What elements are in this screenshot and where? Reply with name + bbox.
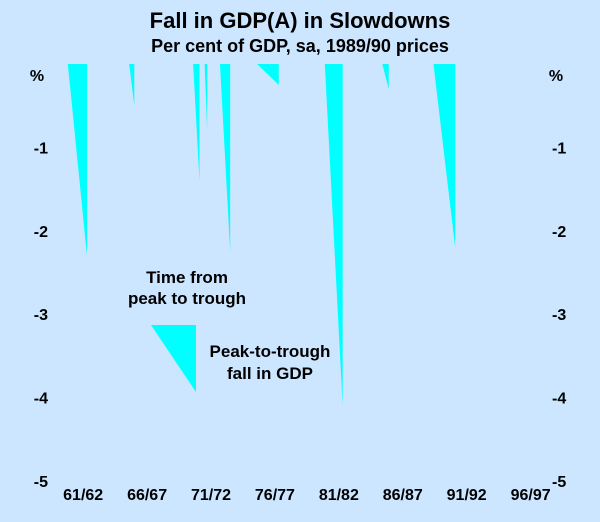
series-group	[67, 64, 456, 406]
y-tick-label-right: -1	[552, 140, 566, 157]
chart-subtitle: Per cent of GDP, sa, 1989/90 prices	[151, 36, 449, 56]
legend-time-label-line2: peak to trough	[128, 289, 246, 308]
y-tick-label-left: -2	[34, 224, 48, 241]
x-tick-label: 76/77	[255, 487, 295, 504]
legend-triangle-swatch	[151, 325, 196, 392]
y-tick-label-right: -3	[552, 307, 566, 324]
x-tick-label: 81/82	[319, 487, 359, 504]
x-tick-label: 86/87	[383, 487, 423, 504]
legend-time-label-line1: Time from	[146, 268, 228, 287]
y-axis-unit-left: %	[30, 68, 44, 85]
y-ticks-right: -1 -2 -3 -4 -5	[552, 140, 566, 491]
slowdown-triangle-5	[219, 64, 231, 252]
slowdown-triangle-7	[324, 64, 343, 406]
slowdown-triangle-6	[257, 64, 279, 85]
y-axis-unit-right: %	[549, 68, 563, 85]
slowdown-triangle-2	[129, 64, 135, 106]
chart-title: Fall in GDP(A) in Slowdowns	[150, 8, 451, 33]
x-tick-label: 91/92	[447, 487, 487, 504]
y-tick-label-left: -1	[34, 140, 48, 157]
y-ticks-left: -1 -2 -3 -4 -5	[34, 140, 48, 491]
slowdown-triangle-3	[193, 64, 200, 181]
x-tick-label: 61/62	[63, 487, 103, 504]
x-tick-label: 96/97	[511, 487, 551, 504]
y-tick-label-right: -4	[552, 391, 566, 408]
slowdown-triangle-4	[204, 64, 208, 131]
x-tick-label: 71/72	[191, 487, 231, 504]
y-tick-label-left: -5	[34, 474, 48, 491]
slowdown-triangle-9	[433, 64, 456, 248]
y-tick-label-left: -4	[34, 391, 48, 408]
y-tick-label-left: -3	[34, 307, 48, 324]
slowdown-triangle-1	[67, 64, 88, 256]
y-tick-label-right: -2	[552, 224, 566, 241]
slowdown-triangle-8	[382, 64, 389, 90]
legend-fall-label-line2: fall in GDP	[227, 364, 313, 383]
x-tick-label: 66/67	[127, 487, 167, 504]
legend: Time from peak to trough Peak-to-trough …	[128, 268, 330, 392]
x-ticks: 61/62 66/67 71/72 76/77 81/82 86/87 91/92 96/97	[63, 487, 551, 504]
y-tick-label-right: -5	[552, 474, 566, 491]
legend-fall-label-line1: Peak-to-trough	[210, 342, 331, 361]
